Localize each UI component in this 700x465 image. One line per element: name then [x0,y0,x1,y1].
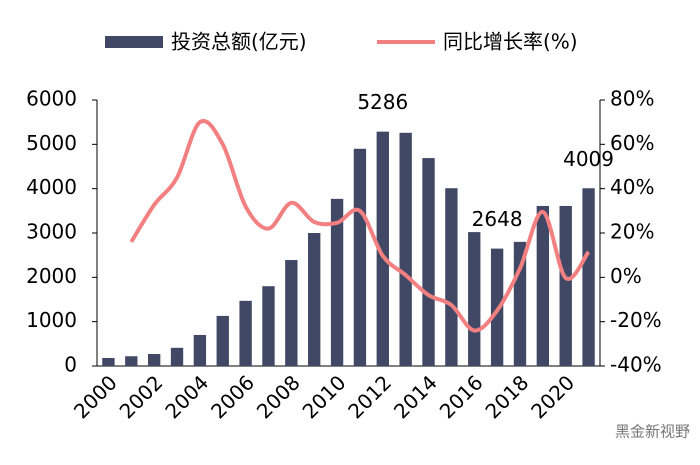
x-tick-label: 2010 [298,370,351,423]
data-label: 4009 [563,147,614,171]
bar [399,132,412,366]
x-tick-label: 2012 [343,370,396,423]
legend-label: 同比增长率(%) [443,30,578,54]
bar [125,356,138,366]
bar [147,354,161,366]
y2-tick-label: 20% [610,220,654,244]
y2-tick-label: 80% [610,87,654,111]
bar [239,300,252,366]
x-tick-label: 2014 [389,370,442,423]
x-tick-label: 2000 [69,370,122,423]
y-tick-label: 1000 [26,308,77,332]
y2-tick-label: 40% [610,175,654,199]
bar [445,188,458,366]
legend-swatch [105,36,163,48]
y-tick-label: 4000 [26,175,77,199]
y-tick-label: 3000 [26,220,77,244]
y-tick-label: 6000 [26,87,77,111]
bar [582,188,595,366]
x-tick-label: 2002 [115,370,168,423]
y2-tick-label: -40% [610,353,662,377]
bar [376,131,389,366]
x-tick-label: 2018 [480,370,533,423]
bar [308,233,321,366]
bar [422,158,435,366]
x-tick-label: 2006 [206,370,259,423]
line [129,118,591,333]
data-label: 2648 [472,207,523,231]
x-tick-label: 2016 [435,370,488,423]
data-label: 5286 [357,90,408,114]
bar [170,347,184,366]
bar [285,260,298,366]
y-tick-label: 2000 [26,264,77,288]
x-tick-label: 2020 [526,370,579,423]
watermark: 黑金新视野 [615,423,690,441]
bar [536,205,550,366]
y-tick-label: 0 [64,353,77,377]
bar [468,232,481,366]
bar [353,148,367,366]
bar [262,286,275,366]
y2-tick-label: 60% [610,131,654,155]
bar [216,315,229,366]
bar [193,334,207,366]
bar [330,198,344,366]
bar [102,358,115,366]
y-tick-label: 5000 [26,131,77,155]
y2-tick-label: -20% [610,308,662,332]
legend-label: 投资总额(亿元) [171,30,307,54]
x-tick-label: 2004 [160,370,213,423]
x-tick-label: 2008 [252,370,305,423]
y2-tick-label: 0% [610,264,642,288]
bar [559,205,572,366]
